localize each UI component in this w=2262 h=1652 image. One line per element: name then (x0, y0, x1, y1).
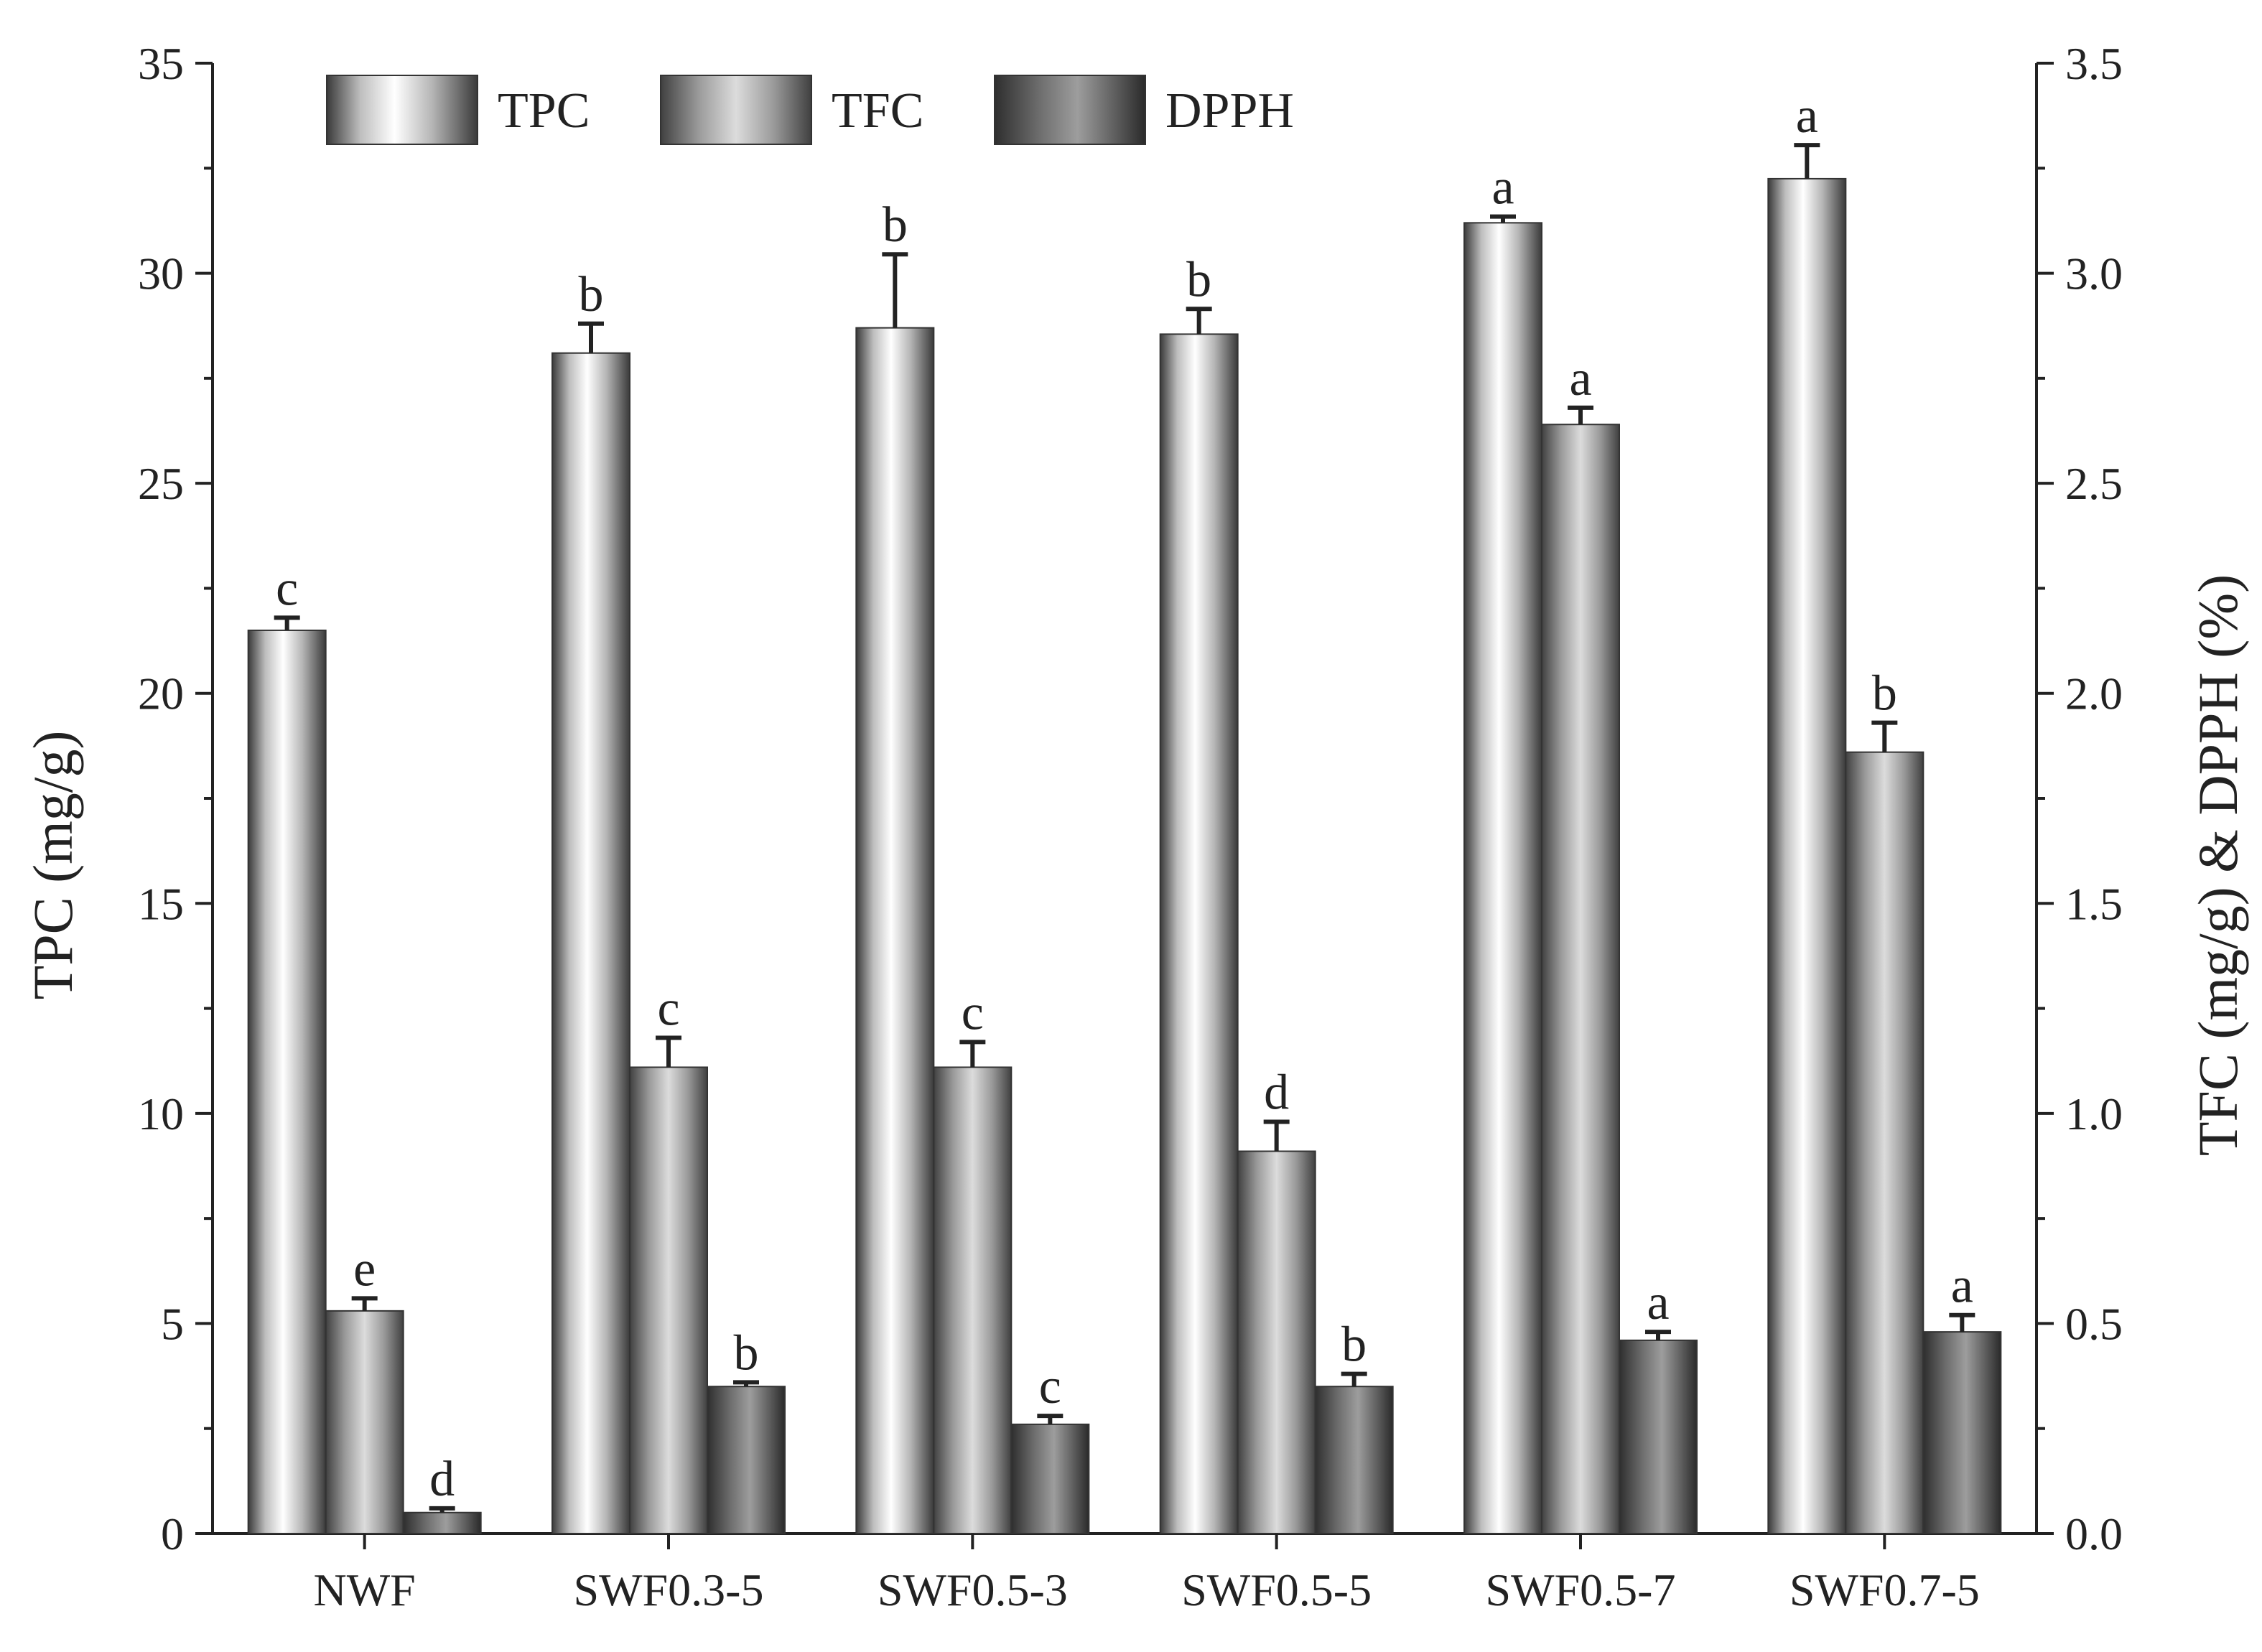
y2-tick-label: 1.0 (2065, 1088, 2123, 1139)
bar-tpc (1159, 333, 1239, 1535)
x-axis-ticks: NWF SWF0.3-5 SWF0.5-3 SWF0.5-5 SWF0.5-7 SWF0.… (314, 1534, 1980, 1615)
significance-letter: a (1491, 160, 1514, 215)
significance-letter: a (1796, 88, 1818, 144)
bar-dpph (1922, 1331, 2002, 1535)
x-tick-label: SWF0.5-3 (878, 1564, 1068, 1615)
significance-letter: b (1186, 252, 1211, 307)
y2-tick-label: 3.5 (2065, 38, 2123, 89)
bar-tfc (1237, 1150, 1316, 1534)
significance-letter: c (657, 981, 679, 1037)
y-tick-label: 20 (138, 668, 184, 719)
bar-tpc (1767, 177, 1847, 1534)
left-axis-ticks: 0 5 10 15 20 25 30 35 (138, 38, 213, 1559)
significance-letter: d (1264, 1065, 1289, 1121)
bar-tpc (247, 629, 327, 1534)
bars-group (247, 177, 2002, 1535)
bar-tpc (1463, 222, 1542, 1535)
legend-label: TPC (498, 83, 590, 139)
legend-swatch-tpc (326, 75, 478, 145)
significance-letter: c (1039, 1359, 1061, 1414)
significance-letter: b (1341, 1317, 1367, 1373)
bar-tpc (551, 352, 630, 1535)
bar-dpph (1619, 1339, 1698, 1534)
significance-letter: b (883, 197, 908, 253)
y-tick-label: 5 (161, 1298, 184, 1349)
bar-dpph (707, 1386, 786, 1534)
bar-tfc (1845, 751, 1924, 1534)
bar-tfc (933, 1066, 1013, 1534)
x-tick-label: SWF0.5-7 (1486, 1564, 1676, 1615)
x-tick-label: SWF0.3-5 (574, 1564, 764, 1615)
y2-tick-label: 2.0 (2065, 668, 2123, 719)
x-tick-label: SWF0.7-5 (1789, 1564, 1980, 1615)
y-tick-label: 0 (161, 1508, 184, 1559)
x-tick-label: SWF0.5-5 (1181, 1564, 1372, 1615)
bar-tfc (325, 1310, 404, 1534)
legend-label: TFC (832, 83, 923, 139)
legend-label: DPPH (1165, 83, 1294, 139)
y2-tick-label: 3.0 (2065, 248, 2123, 299)
y2-tick-label: 0.0 (2065, 1508, 2123, 1559)
significance-letter: b (734, 1325, 759, 1381)
legend-swatch-dpph (994, 75, 1146, 145)
significance-letter: a (1569, 351, 1591, 406)
left-axis-title: TPC (mg/g) (22, 731, 84, 1000)
error-bars-group (274, 143, 1975, 1513)
significance-letter: a (1951, 1259, 1973, 1314)
bar-tfc (1541, 424, 1620, 1534)
y-tick-label: 10 (138, 1088, 184, 1139)
x-tick-label: NWF (314, 1564, 416, 1615)
y2-tick-label: 2.5 (2065, 458, 2123, 509)
y-tick-label: 15 (138, 878, 184, 929)
y2-tick-label: 0.5 (2065, 1298, 2123, 1349)
y2-tick-label: 1.5 (2065, 878, 2123, 929)
significance-letter: b (579, 267, 604, 322)
significance-letters-group: c b b b a a e c c d a b d b c b a a (276, 88, 1973, 1507)
bar-tfc (629, 1066, 708, 1534)
bar-dpph (402, 1511, 482, 1535)
y-tick-label: 25 (138, 458, 184, 509)
legend-swatch-tfc (660, 75, 812, 145)
significance-letter: b (1872, 666, 1897, 722)
bar-dpph (1314, 1386, 1394, 1534)
plot-axes (211, 63, 2038, 1535)
bar-dpph (1010, 1423, 1090, 1535)
y-tick-label: 35 (138, 38, 184, 89)
significance-letter: e (353, 1241, 376, 1297)
right-axis-title: TFC (mg/g) & DPPH (%) (2187, 574, 2249, 1156)
bar-tpc (855, 327, 935, 1534)
significance-letter: c (276, 561, 298, 616)
y-tick-label: 30 (138, 248, 184, 299)
significance-letter: a (1647, 1275, 1669, 1330)
right-axis-ticks: 0.0 0.5 1.0 1.5 2.0 2.5 3.0 3.5 (2037, 38, 2123, 1559)
significance-letter: d (429, 1452, 455, 1507)
significance-letter: c (962, 985, 984, 1040)
legend: TPC TFC DPPH (326, 75, 1294, 145)
